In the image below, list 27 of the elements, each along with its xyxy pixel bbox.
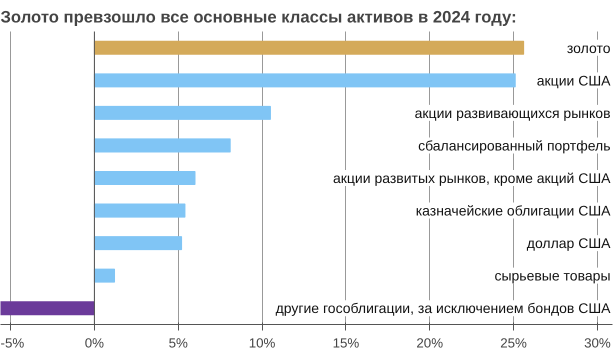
y-tick-label: другие гособлигации, за исключением бондов США: [276, 300, 612, 316]
x-tick-label: 30%: [584, 336, 611, 350]
bar: [0, 301, 95, 316]
y-tick-label: казначейские облигации США: [416, 202, 612, 219]
bar: [94, 73, 516, 88]
y-tick-label: акции развитых рынков, кроме акций США: [332, 170, 612, 186]
bar: [94, 138, 231, 152]
chart-title: Золото превзошло все основные классы активов в 2024 году:: [0, 8, 517, 26]
x-tick-label: 0%: [84, 336, 104, 350]
bar: [94, 204, 186, 218]
bar: [94, 170, 196, 186]
y-tick-label: золото: [566, 40, 611, 56]
x-tick-label: 20%: [416, 336, 444, 350]
y-tick-label: доллар США: [526, 235, 612, 252]
bar: [94, 40, 524, 55]
bar: [94, 106, 271, 120]
y-tick-label: сбалансированный портфель: [418, 137, 611, 154]
bar: [94, 236, 182, 250]
x-tick-label: 15%: [332, 336, 360, 350]
bar: [94, 268, 116, 283]
y-tick-label: акции развивающихся рынков: [414, 104, 611, 121]
y-tick-label: сырьевые товары: [494, 268, 610, 284]
x-tick-label: 5%: [168, 336, 188, 350]
x-tick-label: 25%: [500, 336, 528, 350]
x-tick-label: 10%: [248, 336, 276, 350]
x-tick-label: -5%: [0, 336, 24, 350]
y-tick-label: акции США: [536, 72, 612, 88]
